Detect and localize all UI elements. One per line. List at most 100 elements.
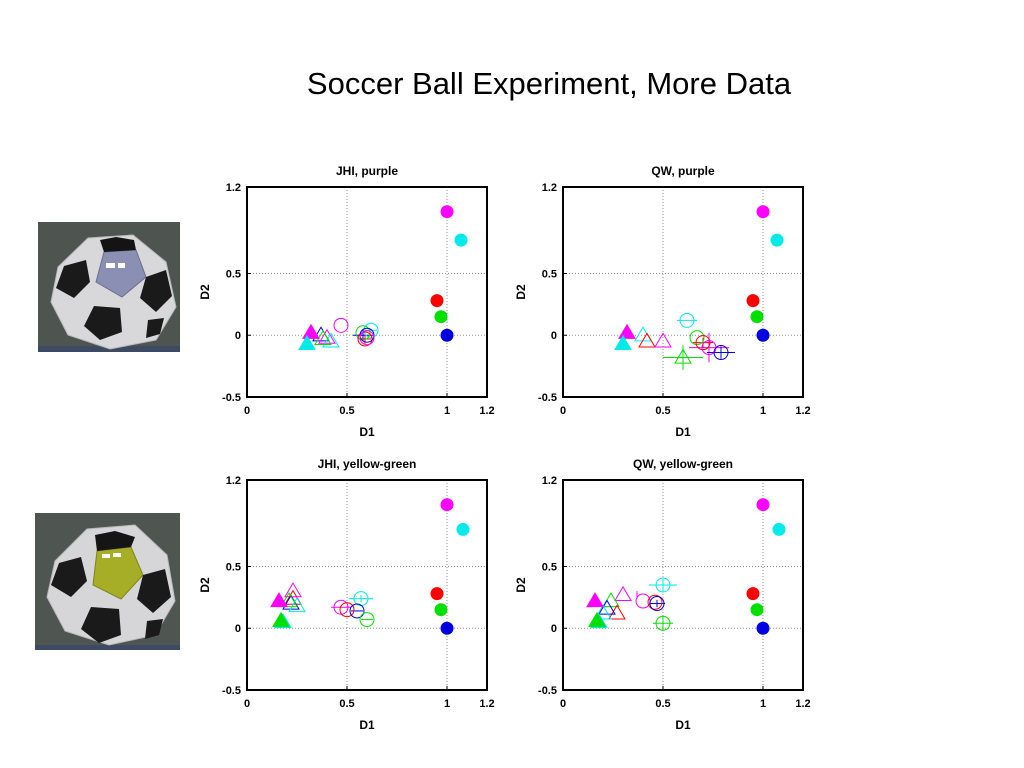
x-tick-label: 1.2 [479,405,494,417]
filled-triangle-green [588,611,606,627]
x-tick-label: 0.5 [339,405,354,417]
y-tick-label: 0 [235,623,241,635]
reference-point-blue [756,328,770,342]
open-circle-red [695,335,711,351]
y-axis-label: D2 [198,284,212,300]
slide-title: Soccer Ball Experiment, More Data [306,66,792,101]
y-tick-label: 1.2 [542,182,557,194]
open-circle-blue [713,345,729,361]
x-tick-label: 1 [444,405,450,417]
y-tick-label: 0.5 [226,268,241,280]
filled-triangle-green [272,611,290,627]
x-tick-label: 1 [760,405,766,417]
chart-title: JHI, purple [336,164,398,178]
open-triangle-green [280,592,298,608]
open-circle-magenta [359,330,375,346]
x-axis-label: D1 [359,718,375,732]
filled-triangle-magenta [586,592,604,608]
chart-title: QW, yellow-green [633,457,733,471]
plot-frame [246,186,488,398]
open-triangle-magenta [318,328,336,344]
y-tick-label: 0 [551,330,557,342]
y-tick-label: 1.2 [542,475,557,487]
plot-frame [562,186,804,398]
ball-center-panel [95,249,147,298]
open-circle-magenta [333,317,349,333]
x-tick-label: 0 [244,405,250,417]
open-triangle-red [608,604,626,620]
reference-point-green [434,310,448,324]
reference-point-magenta [756,498,770,512]
reference-point-green [434,603,448,617]
x-axis-label: D1 [359,425,375,439]
y-tick-label: 0 [551,623,557,635]
open-triangle-cyan [634,326,652,342]
x-tick-label: 1.2 [795,698,810,710]
x-tick-label: 0 [560,405,566,417]
y-tick-label: -0.5 [222,392,241,404]
ball-center-panel [92,546,144,600]
reference-point-red [746,294,760,308]
reference-point-red [746,587,760,601]
plot-frame [246,479,488,691]
reference-point-cyan [770,233,784,247]
filled-triangle-magenta [270,592,288,608]
filled-triangle-magenta [618,323,636,339]
reference-point-green [750,310,764,324]
y-tick-label: 0.5 [226,561,241,573]
open-circle-blue [649,596,665,612]
x-axis-label: D1 [675,425,691,439]
open-circle-cyan [679,312,695,328]
y-axis-label: D2 [198,577,212,593]
open-triangle-red [638,332,656,348]
reference-point-magenta [440,205,454,219]
y-tick-label: 0 [235,330,241,342]
reference-point-blue [440,328,454,342]
x-tick-label: 1 [760,698,766,710]
reference-point-blue [756,621,770,635]
reference-point-magenta [440,498,454,512]
y-tick-label: 1.2 [226,182,241,194]
reference-point-magenta [756,205,770,219]
open-triangle-cyan [322,332,340,348]
x-tick-label: 0 [244,698,250,710]
y-axis-label: D2 [514,284,528,300]
open-triangle-magenta [614,585,632,601]
x-tick-label: 0 [560,698,566,710]
open-triangle-blue [598,599,616,615]
y-tick-label: -0.5 [222,685,241,697]
open-triangle-green [602,592,620,608]
open-triangle-magenta [284,582,302,598]
reference-point-cyan [456,522,470,536]
open-circle-cyan [655,577,671,593]
filled-triangle-cyan [614,334,632,350]
x-tick-label: 0.5 [655,405,670,417]
open-circle-green [355,325,371,341]
open-circle-blue [349,603,365,619]
y-tick-label: 0.5 [542,268,557,280]
open-circle-green [689,330,705,346]
chart-title: QW, purple [651,164,715,178]
open-circle-green [655,615,671,631]
filled-triangle-magenta [302,323,320,339]
reference-point-blue [440,621,454,635]
x-tick-label: 1.2 [479,698,494,710]
filled-triangle-cyan [298,334,316,350]
y-tick-label: -0.5 [538,392,557,404]
open-triangle-cyan [594,604,612,620]
plot-frame [562,479,804,691]
open-circle-red [357,331,373,347]
y-tick-label: -0.5 [538,685,557,697]
reference-point-cyan [454,233,468,247]
open-circle-magenta [333,599,349,615]
reference-point-red [430,294,444,308]
soccer-ball-yellow-green-image [35,513,180,650]
reference-point-red [430,587,444,601]
open-circle-green [359,612,375,628]
y-tick-label: 1.2 [226,475,241,487]
open-circle-red [339,602,355,618]
